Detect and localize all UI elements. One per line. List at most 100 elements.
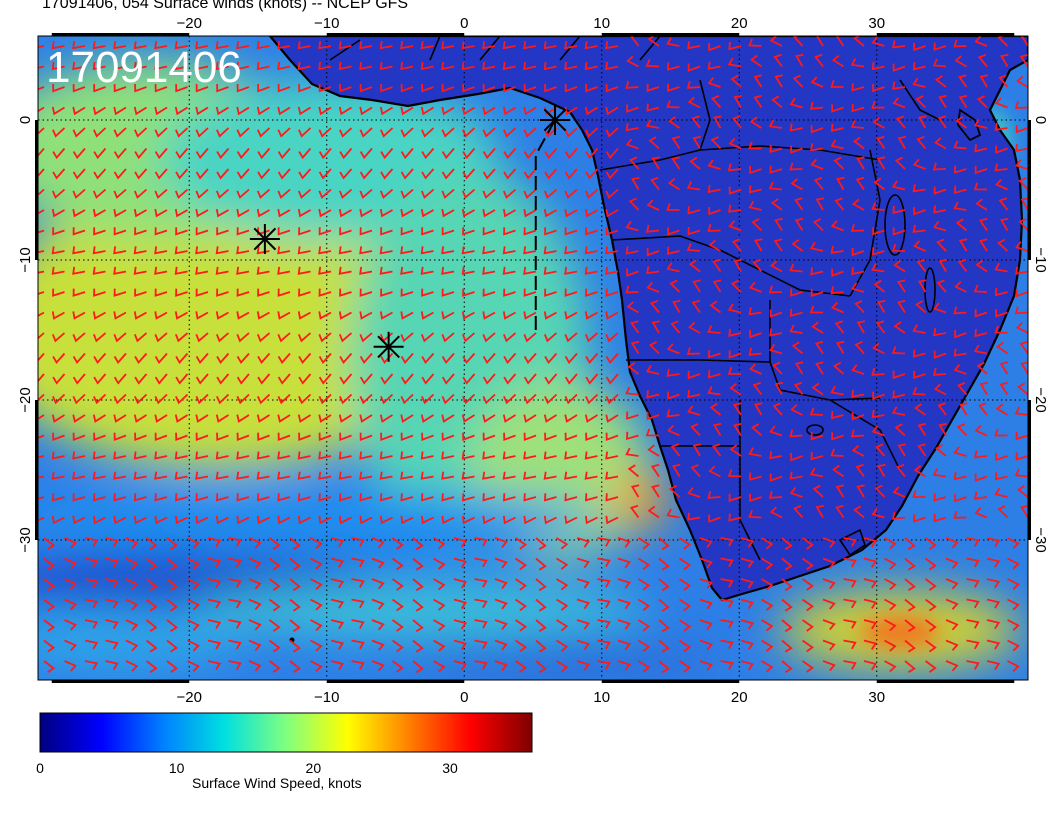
wind-barb: [391, 639, 404, 653]
wind-barb: [789, 471, 803, 480]
wind-barb: [830, 411, 844, 420]
wind-barb: [728, 204, 742, 213]
wind-barb: [462, 147, 476, 160]
wind-barb: [543, 471, 557, 480]
wind-barb: [897, 443, 906, 457]
wind-barb: [51, 311, 65, 320]
wind-barb: [793, 381, 804, 396]
colorbar-tick-label: 30: [442, 760, 458, 776]
wind-barb: [605, 471, 619, 480]
wind-barb: [975, 198, 988, 211]
wind-barb: [289, 557, 301, 571]
wind-barb: [974, 165, 988, 175]
wind-barb: [769, 425, 783, 437]
wind-barb: [38, 270, 45, 274]
wind-barb: [134, 168, 148, 180]
wind-barb: [318, 266, 332, 275]
wind-barb: [638, 660, 651, 673]
wind-barb: [585, 147, 599, 160]
wind-barb: [639, 682, 649, 693]
wind-barb: [650, 463, 660, 478]
wind-barb: [351, 619, 365, 629]
wind-barb: [64, 639, 77, 652]
wind-barb: [359, 208, 373, 218]
wind-barb: [38, 352, 45, 362]
wind-barb: [605, 451, 619, 460]
wind-barb: [713, 115, 722, 129]
wind-barb: [441, 208, 455, 218]
graticule: [38, 36, 1028, 680]
wind-barb: [932, 468, 947, 478]
wind-barb: [38, 516, 45, 522]
wind-barb: [482, 168, 496, 180]
wind-barb: [854, 300, 865, 314]
wind-barb: [216, 288, 229, 297]
wind-barb: [52, 168, 66, 180]
wind-barb: [924, 619, 937, 632]
wind-barb: [544, 432, 557, 441]
wind-barb: [954, 493, 967, 503]
wind-barb: [831, 268, 844, 277]
wind-barb: [556, 557, 569, 570]
wind-barb: [856, 484, 865, 498]
wind-barb: [441, 61, 455, 71]
colorbar-tick-label: 0: [36, 760, 44, 776]
wind-barb: [974, 36, 988, 47]
wind-barb: [638, 537, 651, 550]
wind-barb: [851, 389, 865, 398]
wind-barb: [851, 266, 865, 276]
wind-barb: [994, 472, 1008, 481]
wind-barb: [904, 557, 916, 571]
wind-barb: [113, 332, 127, 343]
wind-barb: [626, 301, 639, 314]
wind-barb: [669, 279, 681, 293]
wind-barb: [420, 246, 434, 255]
wind-barb: [986, 557, 1001, 568]
wind-barb: [351, 578, 365, 588]
wind-barb: [113, 393, 127, 405]
wind-barb: [113, 288, 127, 297]
wind-barb: [379, 471, 393, 480]
wind-barb: [441, 493, 455, 502]
wind-barb: [973, 182, 988, 191]
wind-barb: [482, 493, 496, 502]
wind-barb: [195, 393, 209, 405]
wind-barb: [154, 393, 168, 405]
wind-barb: [228, 598, 242, 609]
wind-barb: [666, 368, 680, 377]
wind-barb: [863, 619, 878, 630]
lat-tick-label-left: −30: [17, 527, 34, 552]
wind-barb: [494, 639, 508, 651]
wind-barb: [359, 188, 373, 199]
wind-barb: [494, 537, 508, 549]
wind-barb: [145, 557, 158, 571]
wind-barb: [872, 116, 885, 129]
wind-barb: [576, 598, 590, 610]
wind-barb: [856, 320, 866, 334]
wind-barb: [708, 239, 721, 252]
wind-barb: [462, 352, 476, 365]
wind-barb: [995, 145, 1008, 154]
wind-barb: [815, 197, 825, 211]
wind-barb: [207, 557, 222, 568]
wind-barb: [584, 246, 598, 255]
wind-barb: [584, 311, 598, 320]
wind-barb: [795, 53, 804, 67]
wind-barb: [564, 208, 578, 218]
wind-barb: [891, 346, 906, 355]
wind-barb: [154, 127, 168, 138]
wind-barb: [318, 471, 332, 480]
wind-barb: [379, 61, 393, 71]
wind-barb: [216, 432, 229, 441]
wind-barb: [809, 467, 824, 478]
wind-barb: [791, 341, 804, 355]
wind-barb: [453, 557, 468, 568]
wind-barb: [707, 325, 721, 334]
wind-barb: [72, 451, 86, 460]
wind-barb: [113, 106, 127, 116]
wind-barb: [175, 84, 188, 93]
wind-barb: [874, 484, 886, 498]
wind-barb: [441, 227, 455, 236]
lon-tick-label-bottom: 30: [868, 689, 885, 706]
wind-barb: [834, 197, 845, 211]
